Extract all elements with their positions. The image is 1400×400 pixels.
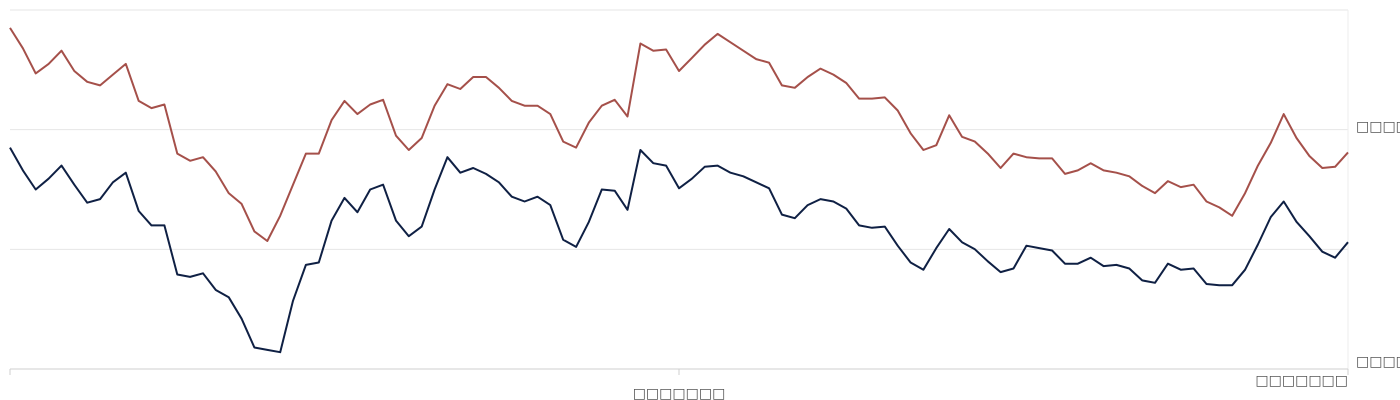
series-line-2 — [9, 147, 1349, 354]
series-line-1 — [9, 27, 1349, 242]
tick-labels: □□□□□□□ □□□□□□□ □□□□□□ □□□□□□ — [633, 119, 1400, 400]
grid — [10, 9, 1349, 369]
y-tick-label-lower: □□□□□□ — [1356, 354, 1400, 370]
x-tick-label-center: □□□□□□□ — [633, 386, 726, 400]
y-tick-label-upper: □□□□□□ — [1356, 119, 1400, 135]
axes — [9, 368, 1349, 375]
series-lines — [9, 27, 1349, 354]
x-tick-label-right: □□□□□□□ — [1255, 373, 1348, 389]
